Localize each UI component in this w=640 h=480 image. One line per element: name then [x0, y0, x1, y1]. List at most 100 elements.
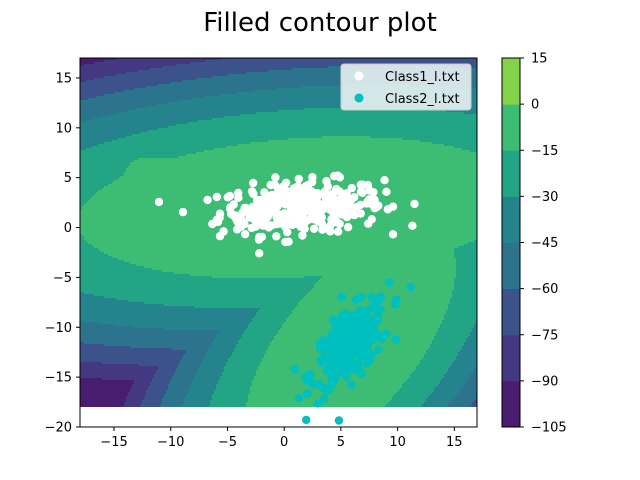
colorbar-tick-label: −60 — [531, 282, 558, 297]
colorbar-tick-label: −45 — [531, 236, 558, 251]
x-axis: −15 −10 −5 0 5 10 15 — [100, 427, 463, 450]
y-tick-label: −15 — [45, 371, 72, 386]
data-point — [357, 369, 366, 379]
data-point — [303, 189, 312, 199]
y-tick-label: −5 — [53, 271, 72, 286]
data-point — [343, 211, 353, 220]
data-point — [374, 332, 383, 342]
data-point — [226, 203, 235, 212]
data-point — [367, 293, 376, 302]
data-point — [347, 183, 356, 193]
data-point — [271, 173, 280, 182]
data-point — [406, 282, 415, 292]
data-point — [373, 315, 383, 325]
data-point — [408, 221, 417, 230]
data-point — [254, 207, 263, 216]
x-tick-label: 5 — [337, 435, 345, 450]
legend-label-class1: Class1_l.txt — [385, 70, 460, 85]
data-point — [391, 335, 401, 344]
chart-title: Filled contour plot — [203, 8, 437, 38]
data-point — [356, 352, 365, 361]
data-point — [382, 187, 391, 196]
data-point — [350, 210, 359, 220]
data-point — [290, 364, 300, 374]
data-point — [261, 221, 270, 230]
data-point — [363, 197, 372, 206]
data-point — [266, 198, 275, 208]
data-point — [307, 177, 317, 187]
data-point — [257, 232, 267, 242]
data-point — [347, 336, 356, 345]
data-point — [331, 349, 341, 359]
data-point — [249, 189, 258, 199]
data-point — [356, 187, 366, 196]
data-point — [382, 329, 391, 338]
colorbar-segment — [502, 334, 520, 382]
colorbar-tick-label: −15 — [531, 144, 558, 159]
data-point — [305, 376, 314, 386]
legend: Class1_l.txt Class2_l.txt — [340, 63, 472, 111]
data-point — [335, 173, 345, 182]
data-point — [345, 318, 354, 327]
series-2 — [290, 278, 415, 425]
data-point — [245, 213, 254, 222]
y-axis: −20 −15 −10 −5 0 5 10 15 — [45, 71, 80, 436]
data-point — [309, 215, 318, 224]
data-point — [280, 209, 289, 218]
data-point — [339, 350, 348, 360]
colorbar-segment — [502, 150, 520, 197]
data-point — [232, 215, 241, 224]
data-point — [260, 206, 270, 216]
data-point — [351, 320, 360, 330]
x-tick-label: 15 — [446, 435, 463, 450]
data-point — [355, 306, 364, 315]
colorbar-segment — [502, 196, 520, 244]
data-point — [356, 209, 365, 218]
data-point — [384, 278, 394, 287]
data-point — [372, 202, 381, 212]
contour-band-4 — [80, 84, 477, 408]
data-point — [334, 335, 343, 345]
colorbar-segment — [502, 104, 520, 151]
data-point — [309, 224, 319, 233]
y-tick-label: −20 — [45, 421, 72, 436]
data-point — [388, 202, 398, 211]
data-point — [369, 188, 378, 197]
data-point — [274, 191, 283, 201]
data-point — [238, 208, 247, 217]
data-point — [280, 215, 289, 225]
data-point — [327, 374, 336, 383]
legend-marker-class2 — [354, 93, 364, 103]
data-point — [267, 190, 277, 200]
data-point — [410, 199, 419, 209]
data-point — [215, 232, 225, 241]
colorbar: −105 −90 −75 −60 −45 −30 −15 0 15 — [501, 52, 567, 436]
data-point — [234, 188, 243, 198]
data-point — [356, 180, 365, 189]
data-point — [351, 203, 361, 212]
scatter-points — [154, 171, 419, 425]
data-point — [237, 222, 246, 231]
data-point — [324, 363, 333, 373]
plot-frame — [79, 57, 478, 428]
data-point — [291, 183, 301, 192]
data-point — [267, 221, 277, 230]
y-tick-label: 15 — [55, 71, 72, 86]
data-point — [270, 180, 280, 189]
data-point — [335, 326, 345, 335]
data-point — [316, 202, 325, 211]
data-point — [272, 232, 281, 241]
colorbar-segment — [502, 242, 520, 290]
data-point — [154, 197, 164, 207]
plot-area: −15 −10 −5 0 5 10 15 −20 −15 −10 −5 0 5 10 15 — [45, 57, 478, 450]
data-point — [319, 341, 328, 350]
data-point — [343, 223, 353, 232]
data-point — [388, 230, 398, 239]
data-point — [364, 219, 373, 228]
data-point — [240, 230, 250, 239]
x-tick-label: 10 — [389, 435, 406, 450]
colorbar-tick-label: 15 — [531, 52, 548, 67]
data-point — [323, 385, 332, 395]
data-point — [303, 389, 312, 398]
data-point — [249, 178, 258, 188]
